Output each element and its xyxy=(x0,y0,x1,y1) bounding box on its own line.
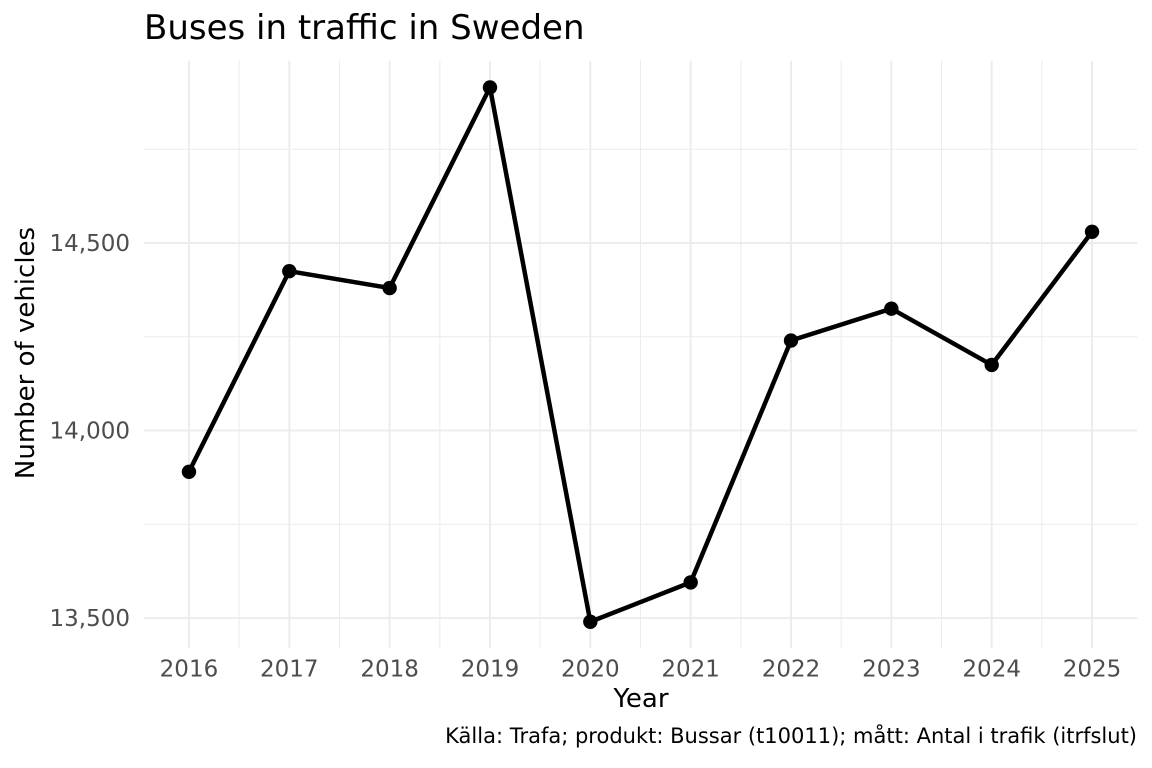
x-tick-label: 2018 xyxy=(360,657,419,683)
x-tick-label: 2022 xyxy=(762,657,821,683)
data-point xyxy=(181,464,197,479)
x-tick-label: 2021 xyxy=(661,657,720,683)
y-tick-label: 13,500 xyxy=(50,606,130,632)
data-point xyxy=(482,80,498,95)
data-point xyxy=(683,575,698,590)
chart-caption: Källa: Trafa; produkt: Bussar (t10011); … xyxy=(445,724,1137,748)
x-tick-label: 2017 xyxy=(260,657,319,683)
data-line xyxy=(186,85,1095,625)
chart-title: Buses in traffic in Sweden xyxy=(144,8,585,48)
y-tick-label: 14,000 xyxy=(50,419,130,445)
x-tick-label: 2024 xyxy=(962,657,1021,683)
x-tick-label: 2016 xyxy=(160,657,219,683)
x-tick-label: 2019 xyxy=(461,657,520,683)
data-point xyxy=(282,263,297,279)
data-point xyxy=(884,301,899,316)
data-point xyxy=(382,280,397,296)
x-tick-label: 2020 xyxy=(561,657,620,683)
data-point xyxy=(1084,224,1100,239)
data-point xyxy=(583,614,598,629)
x-tick-label: 2023 xyxy=(862,657,921,683)
x-axis-title: Year xyxy=(613,684,669,714)
data-point xyxy=(783,333,799,348)
x-tick-label: 2025 xyxy=(1063,657,1122,683)
data-point xyxy=(984,357,999,373)
y-tick-label: 14,500 xyxy=(50,231,130,257)
